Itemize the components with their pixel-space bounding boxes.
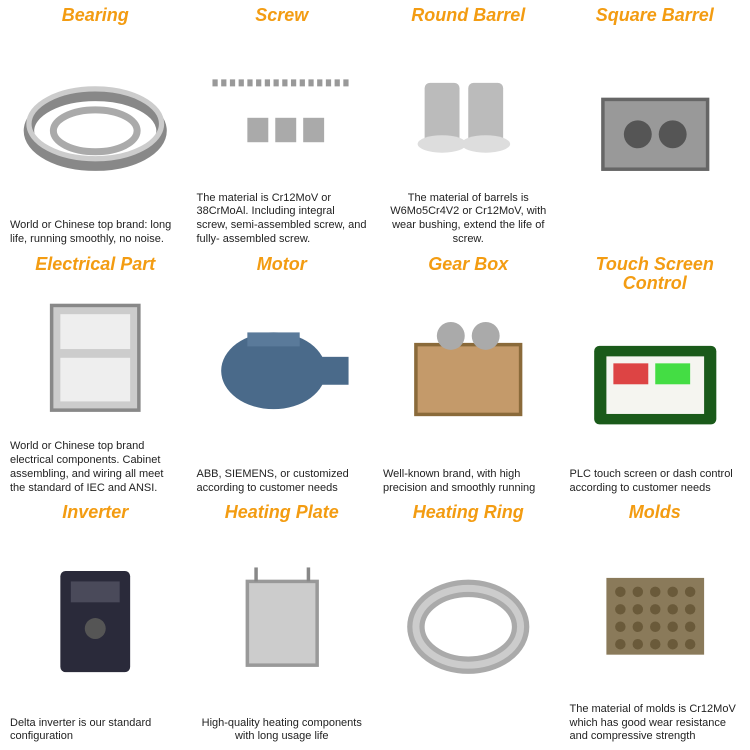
cell-electrical: Electrical Part World or Chinese top bra… — [4, 253, 187, 498]
title-motor: Motor — [257, 255, 307, 275]
cell-heating-ring: Heating Ring — [377, 501, 560, 746]
molds-icon — [568, 525, 743, 701]
cell-inverter: Inverter Delta inverter is our standard … — [4, 501, 187, 746]
desc-heating-spacer — [381, 728, 556, 744]
title-round-barrel: Round Barrel — [411, 6, 525, 26]
title-screw: Screw — [255, 6, 308, 26]
square-barrel-icon — [568, 28, 743, 231]
desc-heating: High-quality heating components with lon… — [195, 715, 370, 745]
cell-screw: Screw The material is Cr12MoV or 38CrMoA… — [191, 4, 374, 249]
cell-bearing: Bearing World or Chinese top brand: long… — [4, 4, 187, 249]
touchscreen-icon — [568, 296, 743, 466]
cell-heating-plate: Heating Plate High-quality heating compo… — [191, 501, 374, 746]
inverter-icon — [8, 525, 183, 714]
title-heating-plate: Heating Plate — [225, 503, 339, 523]
desc-barrel: The material of barrels is W6Mo5Cr4V2 or… — [381, 190, 556, 247]
cell-motor: Motor ABB, SIEMENS, or customized accord… — [191, 253, 374, 498]
cell-round-barrel: Round Barrel The material of barrels is … — [377, 4, 560, 249]
title-electrical: Electrical Part — [35, 255, 155, 275]
title-bearing: Bearing — [62, 6, 129, 26]
round-barrel-icon — [381, 28, 556, 190]
electrical-icon — [8, 276, 183, 438]
cell-molds: Molds The material of molds is Cr12MoV w… — [564, 501, 747, 746]
desc-touchscreen: PLC touch screen or dash control accordi… — [568, 466, 743, 496]
cell-gearbox: Gear Box Well-known brand, with high pre… — [377, 253, 560, 498]
desc-inverter: Delta inverter is our standard configura… — [8, 715, 183, 745]
desc-motor: ABB, SIEMENS, or customized according to… — [195, 466, 370, 496]
product-grid: Bearing World or Chinese top brand: long… — [0, 0, 750, 750]
title-heating-ring: Heating Ring — [413, 503, 524, 523]
cell-square-barrel: Square Barrel — [564, 4, 747, 249]
desc-screw: The material is Cr12MoV or 38CrMoAl. Inc… — [195, 190, 370, 247]
motor-icon — [195, 276, 370, 465]
desc-electrical: World or Chinese top brand electrical co… — [8, 438, 183, 495]
heating-ring-icon — [381, 525, 556, 728]
gearbox-icon — [381, 276, 556, 465]
heating-plate-icon — [195, 525, 370, 714]
screw-icon — [195, 28, 370, 190]
title-molds: Molds — [629, 503, 681, 523]
desc-gearbox: Well-known brand, with high precision an… — [381, 466, 556, 496]
title-square-barrel: Square Barrel — [596, 6, 714, 26]
title-touchscreen: Touch Screen Control — [568, 255, 743, 295]
desc-molds: The material of molds is Cr12MoV which h… — [568, 701, 743, 744]
title-inverter: Inverter — [62, 503, 128, 523]
desc-barrel-spacer — [568, 231, 743, 247]
title-gearbox: Gear Box — [428, 255, 508, 275]
desc-bearing: World or Chinese top brand: long life, r… — [8, 217, 183, 247]
cell-touchscreen: Touch Screen Control PLC touch screen or… — [564, 253, 747, 498]
bearing-icon — [8, 28, 183, 217]
